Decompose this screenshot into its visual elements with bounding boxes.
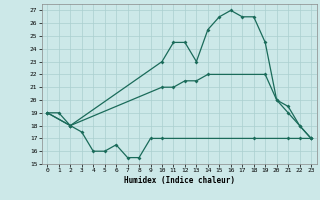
X-axis label: Humidex (Indice chaleur): Humidex (Indice chaleur) (124, 176, 235, 185)
